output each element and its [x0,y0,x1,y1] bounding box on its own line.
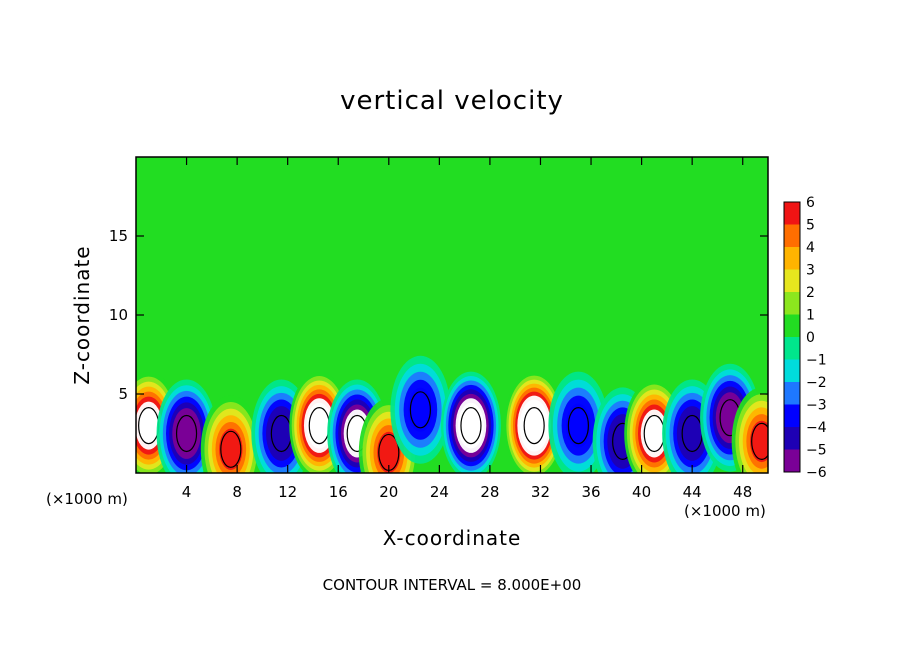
colorbar-swatch [784,404,800,417]
x-axis-label: X-coordinate [382,526,522,550]
colorbar-swatch [784,258,800,270]
colorbar-label: 3 [806,263,815,279]
colorbar-label: 0 [806,330,815,346]
velocity-cell [408,387,433,432]
contour-line [751,422,768,460]
velocity-cell [460,407,482,445]
colorbar-label: 4 [806,240,815,256]
contour-line [523,407,545,445]
contour-line [220,430,242,468]
y-tick-label: 10 [109,306,128,324]
colorbar-swatch [784,382,800,394]
velocity-cell [680,412,704,455]
colorbar-swatch [784,337,800,349]
colorbar-label: −5 [806,443,827,459]
velocity-cell [308,407,330,445]
velocity-cell [643,414,665,453]
y-tick-label: 15 [109,227,128,245]
colorbar-swatch [784,438,800,450]
colorbar-label: −2 [806,375,827,391]
x-axis: 4 8 12 16 20 24 28 32 36 40 44 48 [182,157,752,501]
colorbar-swatch [784,292,800,304]
colorbar-swatch [784,348,800,360]
colorbar-swatch [784,393,800,405]
colorbar-swatch [784,303,800,315]
colorbar-swatch [784,415,800,428]
colorbar-swatch [784,280,800,293]
colorbar-swatch [784,359,800,372]
colorbar-label: −6 [806,465,827,481]
velocity-cell [377,431,401,473]
x-tick-label: 16 [329,483,348,501]
contour-interval-note: CONTOUR INTERVAL = 8.000E+00 [322,576,582,594]
colorbar-swatch [784,247,800,259]
x-unit-label-right: (×1000 m) [684,502,766,520]
colorbar: 6 5 4 3 2 1 0 −1 −2 −3 −4 −5 −6 [783,195,827,481]
velocity-cell [566,403,591,448]
colorbar-label: −4 [806,420,827,436]
contour-line [567,407,590,445]
colorbar-label: −3 [806,398,827,414]
colorbar-swatch [784,235,800,248]
contour-line [175,414,198,453]
y-tick-label: 5 [118,385,128,403]
x-tick-label: 44 [683,483,702,501]
x-tick-label: 12 [278,483,297,501]
velocity-cell [175,413,198,454]
x-tick-label: 32 [531,483,550,501]
y-axis: 5 10 15 [109,227,768,403]
colorbar-label: −1 [806,353,827,369]
colorbar-label: 2 [806,285,815,301]
x-unit-label-left: (×1000 m) [46,490,128,508]
colorbar-swatch [784,269,800,282]
x-tick-label: 40 [632,483,651,501]
chart-title: vertical velocity [340,86,564,116]
velocity-cell [219,428,243,470]
contour-line [409,391,431,429]
colorbar-swatch [784,213,800,225]
x-tick-label: 28 [480,483,499,501]
x-tick-label: 4 [182,483,192,501]
velocity-cell [137,406,160,445]
velocity-cell [523,407,545,444]
x-tick-label: 48 [733,483,752,501]
colorbar-swatch [784,202,800,214]
velocity-cell [269,412,294,455]
velocity-cell [750,420,768,463]
colorbar-swatch [784,224,800,237]
colorbar-swatch [784,460,800,473]
colorbar-swatch [784,370,800,383]
colorbar-label: 5 [806,218,815,234]
x-tick-label: 24 [430,483,449,501]
x-tick-label: 20 [379,483,398,501]
colorbar-frame [783,201,801,473]
colorbar-swatch [784,314,800,327]
colorbar-label: 1 [806,308,815,324]
y-axis-label: Z-coordinate [70,245,94,385]
colorbar-label: 6 [806,195,815,211]
x-tick-label: 36 [581,483,600,501]
colorbar-swatch [784,427,800,439]
contour-line [460,407,482,445]
colorbar-swatch [784,325,800,338]
colorbar-swatch [784,449,800,462]
velocity-field [136,355,768,473]
x-tick-label: 8 [232,483,242,501]
